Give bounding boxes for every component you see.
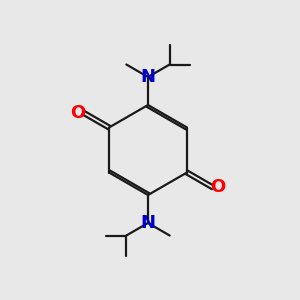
Text: N: N	[140, 68, 155, 86]
Text: O: O	[70, 103, 86, 122]
Text: N: N	[140, 214, 155, 232]
Text: O: O	[210, 178, 226, 196]
